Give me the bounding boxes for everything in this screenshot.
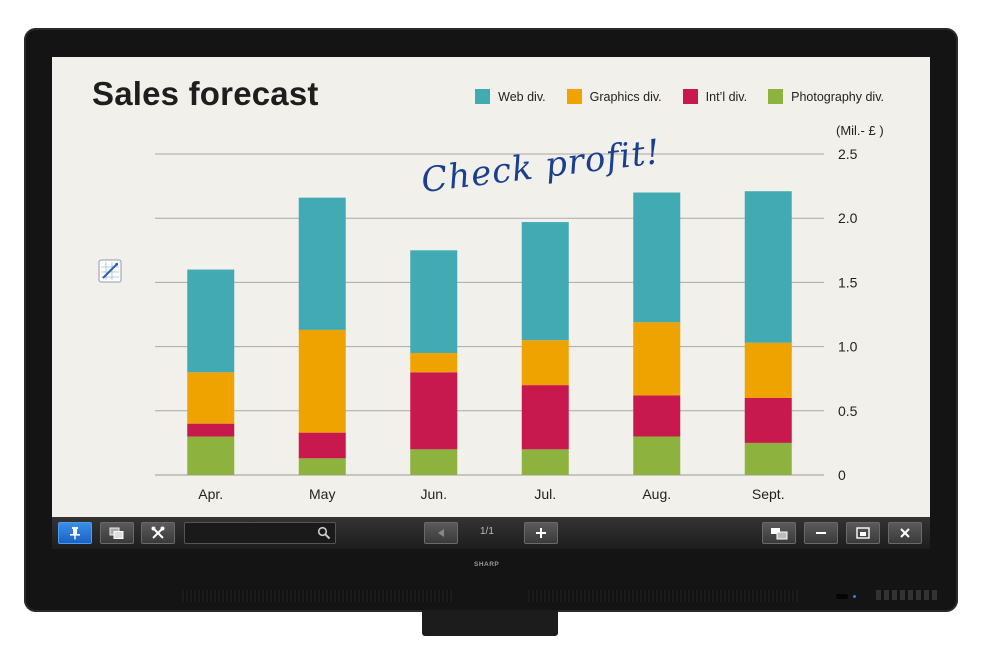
bar-segment	[187, 372, 235, 424]
bar-segment	[410, 353, 458, 373]
minus-icon	[815, 527, 827, 539]
y-tick-label: 2.0	[838, 210, 858, 226]
bar-segment	[633, 395, 681, 437]
hardware-buttons[interactable]	[876, 590, 937, 600]
power-led	[853, 595, 856, 598]
bar-segment	[633, 436, 681, 475]
hardware-button[interactable]	[924, 590, 929, 600]
x-tick-label: Jun.	[421, 486, 447, 502]
bar-segment	[521, 385, 569, 450]
tools-icon	[151, 526, 165, 540]
search-box[interactable]	[184, 522, 336, 544]
plus-icon	[535, 527, 547, 539]
window-icon	[856, 527, 870, 539]
chart-title: Sales forecast	[92, 75, 319, 112]
bar-segment	[298, 432, 346, 459]
bar-segment	[633, 322, 681, 396]
y-tick-label: 1.0	[838, 339, 858, 355]
bar-segment	[744, 397, 792, 443]
bar-segment	[298, 458, 346, 475]
bar-segment	[521, 222, 569, 341]
hardware-button[interactable]	[916, 590, 921, 600]
display-switch-button[interactable]	[762, 522, 796, 544]
hardware-button[interactable]	[892, 590, 897, 600]
x-tick-label: Aug.	[642, 486, 671, 502]
brand-logo: SHARP	[474, 561, 500, 568]
minimize-button[interactable]	[804, 522, 838, 544]
legend-swatch-graphics	[566, 89, 582, 104]
speaker-grille-left	[182, 590, 452, 602]
y-tick-label: 0	[838, 467, 846, 483]
window-mode-button[interactable]	[846, 522, 880, 544]
hardware-button[interactable]	[884, 590, 889, 600]
legend-label-web: Web div.	[498, 89, 546, 104]
bar-segment	[744, 342, 792, 398]
y-tick-label: 2.5	[838, 146, 858, 162]
legend-item-graphics: Graphics div.	[566, 89, 662, 104]
bar-segment	[298, 329, 346, 433]
presentation-screen: Sales forecast Web div. Graphics div. In…	[52, 57, 930, 517]
x-tick-label: Sept.	[752, 486, 785, 502]
bar-segment	[410, 372, 458, 450]
legend-swatch-photography	[768, 89, 784, 104]
legend-label-intl: Int’l div.	[705, 89, 748, 104]
display-switch-icon	[770, 527, 788, 540]
speaker-grille-right	[528, 590, 798, 602]
pages-button[interactable]	[100, 522, 134, 544]
legend-swatch-intl	[682, 89, 698, 104]
hardware-button[interactable]	[932, 590, 937, 600]
hardware-button[interactable]	[908, 590, 913, 600]
bar-segment	[521, 449, 569, 475]
chart-edit-icon[interactable]	[98, 259, 122, 283]
y-tick-label: 0.5	[838, 403, 858, 419]
chart-legend: Web div. Graphics div. Int’l div. Photog…	[475, 89, 884, 104]
y-unit-label: (Mil.- £ )	[836, 123, 884, 138]
tools-button[interactable]	[141, 522, 175, 544]
hardware-button[interactable]	[876, 590, 881, 600]
x-tick-label: Apr.	[198, 486, 223, 502]
bar-segment	[744, 442, 792, 475]
monitor-stand	[422, 610, 558, 636]
bar-segment	[633, 192, 681, 323]
pages-icon	[109, 527, 125, 540]
bar-segment	[187, 423, 235, 437]
search-input[interactable]	[185, 523, 315, 543]
magnifier-icon[interactable]	[317, 526, 331, 545]
previous-page-button[interactable]	[424, 522, 458, 544]
x-tick-label: Jul.	[534, 486, 556, 502]
hardware-button[interactable]	[900, 590, 905, 600]
y-tick-label: 1.5	[838, 274, 858, 290]
bar-segment	[410, 250, 458, 354]
page-indicator: 1/1	[480, 526, 494, 537]
legend-swatch-web	[475, 89, 491, 104]
close-icon	[899, 527, 911, 539]
legend-item-intl: Int’l div.	[682, 89, 748, 104]
bar-segment	[744, 191, 792, 343]
legend-label-photography: Photography div.	[791, 89, 884, 104]
legend-label-graphics: Graphics div.	[589, 89, 662, 104]
bar-segment	[187, 269, 235, 373]
bar-segment	[521, 340, 569, 386]
pin-icon	[69, 526, 81, 540]
bottom-toolbar: 1/1	[52, 517, 930, 549]
bar-segment	[187, 436, 235, 475]
remote-sensor	[836, 594, 848, 599]
triangle-left-icon	[436, 528, 446, 538]
add-page-button[interactable]	[524, 522, 558, 544]
legend-item-web: Web div.	[475, 89, 546, 104]
x-tick-label: May	[309, 486, 335, 502]
bar-segment	[410, 449, 458, 475]
bar-segment	[298, 197, 346, 330]
pin-button[interactable]	[58, 522, 92, 544]
close-button[interactable]	[888, 522, 922, 544]
stacked-bar-chart: 0 0.5 1.0 1.5 2.0 2.5 (Mil.- £ ) Apr. May Jun. Jul…	[155, 123, 884, 502]
legend-item-photography: Photography div.	[768, 89, 884, 104]
